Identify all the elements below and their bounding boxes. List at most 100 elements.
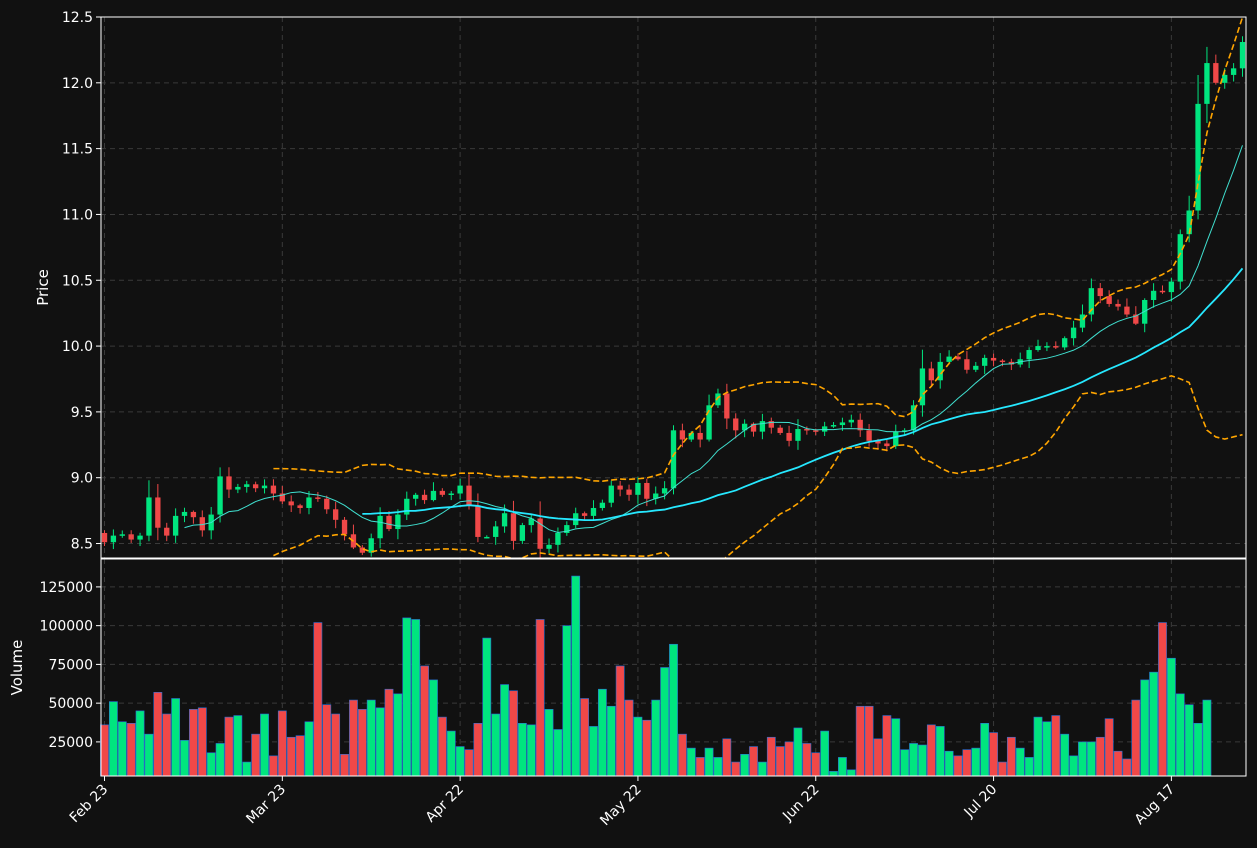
candle-body [590, 507, 597, 516]
candle [608, 480, 614, 508]
candle-body [964, 359, 970, 370]
candle-body [839, 422, 846, 426]
volume-bar [1042, 721, 1052, 777]
candle-body [217, 476, 223, 515]
volume-bar [633, 716, 643, 777]
candle [413, 492, 419, 506]
upper-band-line [273, 17, 1244, 482]
volume-bar [224, 716, 234, 777]
candle-body [448, 493, 454, 496]
candle [101, 530, 108, 547]
candle [190, 510, 197, 524]
candle-body [804, 429, 810, 431]
candle [1239, 36, 1246, 77]
candle [919, 349, 926, 417]
candle [946, 350, 952, 365]
candle [261, 479, 268, 494]
candle [1035, 339, 1041, 352]
candle [982, 354, 988, 375]
volume-bar [1149, 671, 1158, 777]
candle-body [688, 432, 694, 440]
candle-body [510, 513, 517, 541]
volume-bar [597, 688, 607, 777]
price-tick-label-2: 9.5 [71, 405, 93, 421]
candle-body [546, 544, 552, 549]
volume-bar [109, 701, 118, 777]
candle-body [830, 425, 837, 427]
volume-bar [864, 705, 874, 777]
volume-bar [322, 704, 332, 777]
candle [866, 423, 872, 447]
candle [1213, 54, 1219, 85]
candle [226, 467, 232, 498]
volume-bar [313, 622, 323, 777]
candle [244, 480, 250, 493]
volume-bar [651, 699, 661, 777]
candle [1115, 299, 1121, 311]
candle-body [119, 534, 125, 536]
volume-bar [1051, 715, 1061, 777]
candle-body [1150, 290, 1157, 301]
price-frame [100, 16, 1247, 559]
candle-body [715, 393, 721, 406]
candle-body [955, 356, 961, 360]
candle-body [1133, 314, 1139, 324]
volume-bar [117, 721, 127, 777]
candle-body [697, 432, 703, 440]
volume-bar [686, 747, 696, 777]
volume-bar [1113, 750, 1123, 777]
candle-body [190, 511, 197, 518]
candle [804, 426, 810, 435]
candle [466, 474, 472, 510]
candle-body [359, 547, 365, 553]
candle-body [466, 485, 472, 506]
price-tick-label-4: 10.5 [62, 273, 93, 289]
volume-bar [615, 665, 625, 777]
volume-bar [126, 722, 136, 777]
candle [155, 484, 161, 541]
candle-body [866, 430, 872, 441]
volume-bar [713, 757, 723, 777]
volume-bar [1166, 657, 1176, 777]
candle-body [519, 525, 526, 541]
volume-bar [1078, 741, 1087, 777]
candle [928, 361, 934, 386]
price-tick-label-0: 8.5 [71, 537, 93, 553]
price-tick-label-1: 9.0 [71, 471, 93, 487]
volume-bar [411, 619, 421, 777]
volume-bar [980, 722, 990, 777]
volume-bar [882, 715, 892, 777]
volume-bar [1024, 757, 1034, 777]
candle [235, 483, 241, 494]
candle [768, 417, 774, 434]
candle-body [332, 509, 339, 520]
volume-bar [189, 709, 198, 777]
volume-bar [215, 743, 225, 777]
volume-bar [420, 665, 429, 777]
volume-bar [909, 743, 918, 777]
candle-body [137, 535, 143, 540]
candle-body [101, 532, 108, 543]
candle [1230, 63, 1237, 82]
candle [1008, 358, 1015, 371]
candle [697, 425, 703, 448]
candle-body [1097, 288, 1103, 297]
candle [1150, 283, 1157, 308]
candle-body [759, 421, 766, 432]
candle-body [750, 423, 757, 432]
candle-body [235, 486, 241, 490]
volume-bar [1184, 704, 1194, 777]
candle-body [1177, 234, 1183, 282]
candle-body [484, 536, 490, 539]
candle-body [919, 368, 926, 406]
volume-bar [606, 705, 616, 777]
candle-body [1213, 63, 1219, 83]
candle [910, 400, 917, 435]
candle-body [706, 405, 712, 440]
candle [1026, 347, 1032, 369]
candle-body [1204, 63, 1210, 104]
candle [332, 501, 339, 529]
candle [626, 484, 632, 501]
candle-body [901, 430, 908, 432]
volume-bar [660, 667, 669, 777]
